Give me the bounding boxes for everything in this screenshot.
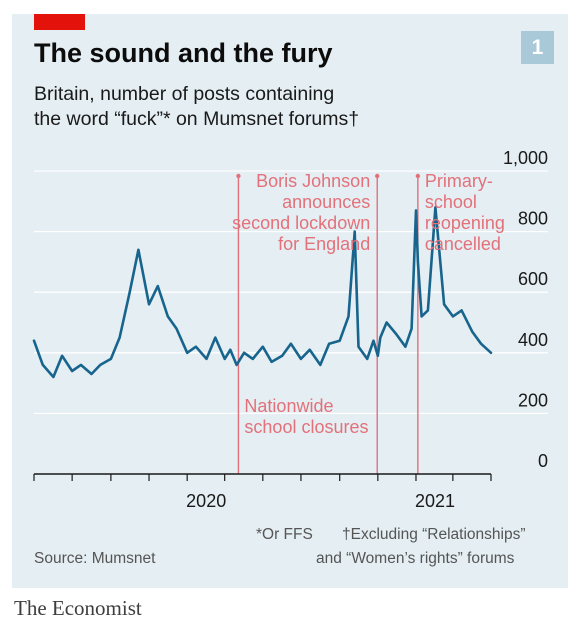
annotation-label-line: reopening [425, 213, 505, 233]
y-tick-label: 0 [538, 451, 548, 471]
economist-brand: The Economist [14, 596, 142, 620]
chart-panel [12, 14, 568, 588]
footnote-excluding-line-1: †Excluding “Relationships” [342, 526, 526, 543]
annotation-label-line: Primary- [425, 171, 493, 191]
y-tick-label: 1,000 [503, 148, 548, 168]
annotation-marker [375, 173, 380, 179]
chart-title: The sound and the fury [34, 38, 333, 68]
footnote-ffs: *Or FFS [256, 526, 313, 543]
annotation-label-line: for England [278, 234, 370, 254]
y-tick-label: 600 [518, 269, 548, 289]
chart-number-badge: 1 [521, 31, 554, 64]
y-tick-label: 400 [518, 330, 548, 350]
x-tick-label: 2020 [186, 491, 226, 511]
annotation-label-line: Nationwide [244, 396, 333, 416]
annotation-label-line: school [425, 192, 477, 212]
annotation-marker [236, 173, 241, 179]
y-axis-tick-labels: 0 200 400 600 800 1,000 [503, 148, 548, 471]
footnote-excluding-line-2: and “Women’s rights” forums [316, 550, 515, 567]
annotation-marker [415, 173, 421, 179]
annotation-label-line: cancelled [425, 234, 501, 254]
annotation-label-line: second lockdown [232, 213, 370, 233]
chart-subtitle: Britain, number of posts containing the … [34, 82, 454, 132]
gridlines [34, 170, 548, 415]
subtitle-line-2: the word “fuck”* on Mumsnet forums† [34, 108, 360, 130]
source-note: Source: Mumsnet [34, 550, 156, 567]
x-tick-label: 2021 [415, 491, 455, 511]
x-axis: 2020 2021 [33, 473, 492, 511]
subtitle-line-1: Britain, number of posts containing [34, 83, 335, 105]
y-tick-label: 200 [518, 390, 548, 410]
annotation-label-line: announces [282, 192, 370, 212]
annotation-label-line: Boris Johnson [256, 171, 370, 191]
brand-red-bar [34, 14, 85, 30]
y-tick-label: 800 [518, 209, 548, 229]
series-line [32, 206, 493, 379]
annotation-label-line: school closures [244, 417, 368, 437]
